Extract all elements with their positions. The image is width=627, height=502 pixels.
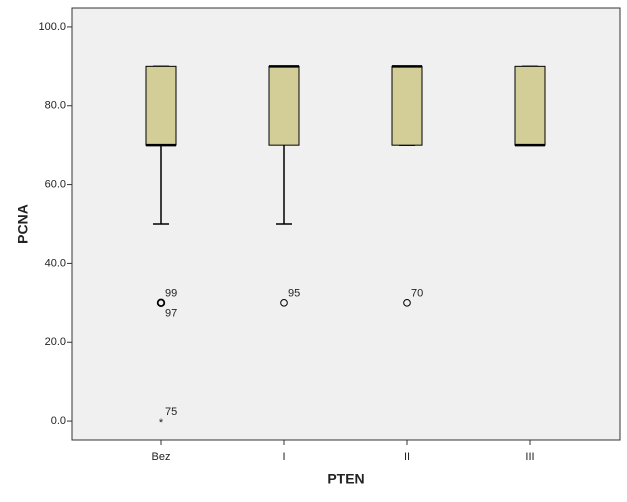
y-tick-label: 60.0 <box>45 178 66 190</box>
outlier-label: 75 <box>165 406 177 418</box>
outlier-label: 97 <box>165 308 177 320</box>
x-tick-label: III <box>525 451 534 463</box>
box <box>391 65 423 146</box>
box <box>268 65 300 146</box>
y-tick-label: 100.0 <box>38 21 66 33</box>
y-axis-title: PCNA <box>15 204 31 244</box>
outlier-marker <box>403 299 411 307</box>
y-tick-label: 80.0 <box>45 100 66 112</box>
outlier-label: 70 <box>411 288 423 300</box>
outlier-marker <box>156 298 166 308</box>
outlier-label: 99 <box>165 288 177 300</box>
x-tick-label: I <box>282 451 285 463</box>
y-tick-label: 20.0 <box>45 336 66 348</box>
y-tick-label: 40.0 <box>45 257 66 269</box>
x-tick-label: II <box>404 451 410 463</box>
x-axis-title: PTEN <box>327 471 364 487</box>
outlier-label: 95 <box>288 288 300 300</box>
extreme-marker: * <box>159 417 164 429</box>
box <box>514 65 546 146</box>
y-tick-label: 0.0 <box>51 415 66 427</box>
x-tick-label: Bez <box>152 451 171 463</box>
box <box>145 65 177 146</box>
outlier-marker <box>280 299 288 307</box>
